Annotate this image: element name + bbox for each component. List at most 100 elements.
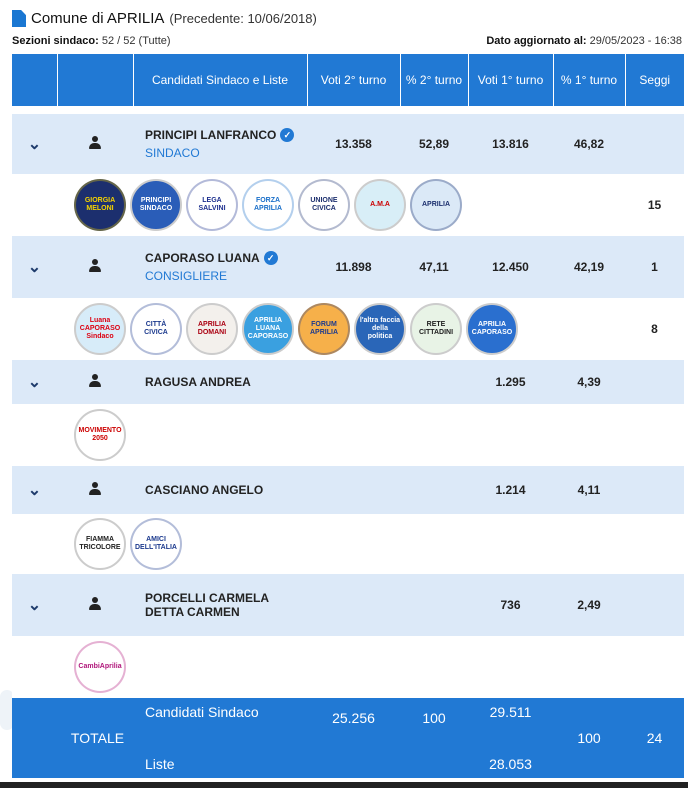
page-title: Comune di APRILIA (Precedente: 10/06/201… (12, 10, 317, 27)
person-icon (89, 136, 101, 149)
party-logo[interactable]: APRILIA LUANA CAPORASO (242, 303, 294, 355)
voti1: 736 (468, 574, 553, 636)
voti2 (307, 574, 400, 636)
list-seggi (625, 514, 684, 574)
party-logo[interactable]: l'altra faccia della politica (354, 303, 406, 355)
candidate-name: PRINCIPI LANFRANCO (145, 127, 277, 142)
party-logo[interactable]: APRILIA (410, 179, 462, 231)
list-seggi: 8 (625, 298, 684, 360)
pct1: 4,11 (553, 466, 625, 514)
candidate-name: RAGUSA ANDREA (145, 375, 251, 389)
candidate-name: CASCIANO ANGELO (145, 483, 264, 497)
pct2 (400, 360, 468, 404)
voti1: 1.214 (468, 466, 553, 514)
col-voti1: Voti 1° turno (468, 54, 554, 106)
col-seggi: Seggi (625, 54, 684, 106)
person-icon (89, 597, 101, 610)
party-logo[interactable]: PRINCIPI SINDACO (130, 179, 182, 231)
pct2 (400, 574, 468, 636)
col-voti2: Voti 2° turno (307, 54, 401, 106)
candidate-name: CAPORASO LUANA (145, 250, 260, 265)
lists-row: GIORGIA MELONI PRINCIPI SINDACO LEGA SALVI… (12, 174, 684, 236)
seggi (625, 114, 684, 174)
lists-row: FIAMMA TRICOLORE AMICI DELL'ITALIA (12, 514, 684, 574)
seggi: 1 (625, 236, 684, 298)
party-logo[interactable]: FORZA APRILIA (242, 179, 294, 231)
party-logo[interactable]: LEGA SALVINI (186, 179, 238, 231)
voti1: 1.295 (468, 360, 553, 404)
list-seggi (625, 636, 684, 698)
chevron-down-icon[interactable]: ⌄ (27, 136, 42, 153)
lists-row: CambiAprilia (12, 636, 684, 698)
total-sindaco-label: Candidati Sindaco (145, 704, 259, 720)
pct2 (400, 466, 468, 514)
party-logo[interactable]: CambiAprilia (74, 641, 126, 693)
col-candidati: Candidati Sindaco e Liste (133, 54, 308, 106)
voti2: 11.898 (307, 236, 400, 298)
pct1: 46,82 (553, 114, 625, 174)
list-seggi (625, 404, 684, 466)
chevron-down-icon[interactable]: ⌄ (27, 259, 42, 276)
party-logo[interactable]: FORUM APRILIA (298, 303, 350, 355)
seggi (625, 466, 684, 514)
pct2: 47,11 (400, 236, 468, 298)
candidate-row: ⌄ PRINCIPI LANFRANCO ✓ SINDACO 13.358 52,8… (12, 114, 684, 174)
chevron-down-icon[interactable]: ⌄ (27, 597, 42, 614)
party-logo[interactable]: RETE CITTADINI (410, 303, 462, 355)
col-pct2: % 2° turno (400, 54, 469, 106)
party-logo[interactable]: Luana CAPORASO Sindaco (74, 303, 126, 355)
bottom-bar (0, 782, 688, 788)
total-label: TOTALE (12, 698, 133, 778)
table-header: Candidati Sindaco e Liste Voti 2° turno … (12, 54, 684, 106)
expand-toggle[interactable]: ⌄ (12, 236, 57, 298)
candidate-row: ⌄ PORCELLI CARMELA DETTA CARMEN 736 2,49 (12, 574, 684, 636)
voti1: 12.450 (468, 236, 553, 298)
seggi (625, 360, 684, 404)
comune-title: Comune di APRILIA (31, 10, 165, 27)
total-liste-label: Liste (145, 756, 175, 772)
candidate-row: ⌄ CAPORASO LUANA ✓ CONSIGLIERE 11.898 47,1… (12, 236, 684, 298)
verified-check-icon: ✓ (263, 251, 278, 266)
candidate-row: ⌄ RAGUSA ANDREA 1.295 4,39 (12, 360, 684, 404)
party-logo[interactable]: APRILIA DOMANI (186, 303, 238, 355)
list-seggi: 15 (625, 174, 684, 236)
party-logo[interactable]: CITTÀ CIVICA (130, 303, 182, 355)
voti1: 13.816 (468, 114, 553, 174)
total-sindaco-voti1: 29.511 (489, 704, 532, 720)
voti2 (307, 360, 400, 404)
candidate-row: ⌄ CASCIANO ANGELO 1.214 4,11 (12, 466, 684, 514)
party-logo[interactable]: GIORGIA MELONI (74, 179, 126, 231)
party-logo[interactable]: MOVIMENTO 2050 (74, 409, 126, 461)
voti2 (307, 466, 400, 514)
total-pct1: 100 (553, 698, 625, 778)
verified-check-icon: ✓ (280, 128, 295, 143)
sezioni-info: Sezioni sindaco: 52 / 52 (Tutte) (12, 35, 171, 47)
party-logo[interactable]: AMICI DELL'ITALIA (130, 518, 182, 570)
seggi (625, 574, 684, 636)
pct1: 4,39 (553, 360, 625, 404)
total-voti2: 25.256 (307, 698, 400, 778)
pct1: 2,49 (553, 574, 625, 636)
person-icon (89, 482, 101, 495)
total-seggi: 24 (625, 698, 684, 778)
party-logo[interactable]: FIAMMA TRICOLORE (74, 518, 126, 570)
candidate-name: PORCELLI CARMELA DETTA CARMEN (145, 591, 269, 619)
person-icon (89, 374, 101, 387)
candidate-role: SINDACO (145, 146, 200, 161)
party-logo[interactable]: APRILIA CAPORASO (466, 303, 518, 355)
previous-election-link[interactable]: (Precedente: 10/06/2018) (169, 11, 317, 26)
party-logo[interactable]: A.M.A (354, 179, 406, 231)
col-pct1: % 1° turno (553, 54, 626, 106)
update-info: Dato aggiornato al: 29/05/2023 - 16:38 (486, 35, 682, 47)
chevron-down-icon[interactable]: ⌄ (27, 482, 42, 499)
party-logo[interactable]: UNIONE CIVICA (298, 179, 350, 231)
expand-toggle[interactable]: ⌄ (12, 466, 57, 514)
expand-toggle[interactable]: ⌄ (12, 574, 57, 636)
voti2: 13.358 (307, 114, 400, 174)
expand-toggle[interactable]: ⌄ (12, 114, 57, 174)
expand-toggle[interactable]: ⌄ (12, 360, 57, 404)
document-icon (12, 10, 26, 27)
chevron-down-icon[interactable]: ⌄ (27, 374, 42, 391)
pct1: 42,19 (553, 236, 625, 298)
total-liste-voti1: 28.053 (489, 756, 532, 772)
